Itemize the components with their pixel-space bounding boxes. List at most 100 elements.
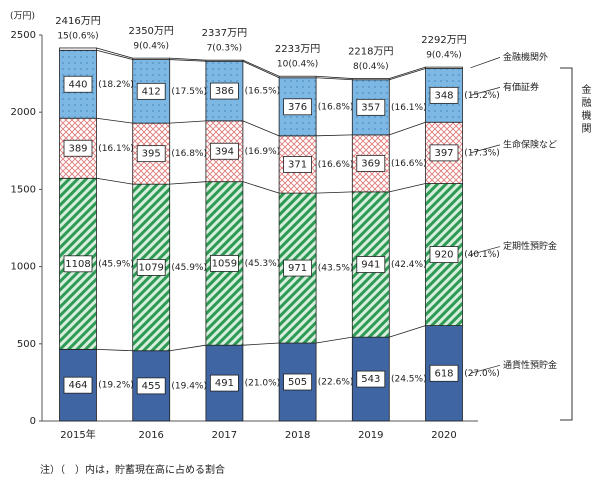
value-label: 455 — [142, 381, 161, 392]
y-tick-label: 1000 — [11, 262, 36, 273]
value-label: 371 — [288, 159, 307, 170]
legend-label: 定期性預貯金 — [503, 240, 557, 252]
y-tick-label: 2000 — [11, 107, 36, 118]
x-tick-label: 2019 — [358, 430, 383, 441]
share-label: (42.4%) — [391, 260, 427, 270]
share-label: (45.9%) — [171, 263, 207, 273]
value-box — [136, 82, 166, 100]
value-label: 412 — [142, 86, 161, 97]
connector — [242, 342, 280, 346]
y-tick-label: 1500 — [11, 184, 36, 195]
bar-segment — [205, 59, 244, 62]
value-box — [209, 82, 239, 100]
value-label: 386 — [215, 86, 234, 97]
value-label: 357 — [361, 102, 380, 113]
connector — [316, 134, 353, 137]
connector — [96, 177, 133, 185]
total-label: 2337万円 — [202, 28, 247, 39]
connector — [169, 120, 206, 124]
value-label: 1079 — [138, 262, 163, 273]
total-label: 2416万円 — [55, 16, 100, 27]
connector — [96, 348, 133, 352]
connector — [169, 57, 206, 61]
share-label: (45.3%) — [245, 259, 281, 269]
connector — [242, 120, 280, 137]
value-label: 376 — [288, 102, 307, 113]
value-label: 8(0.4%) — [353, 62, 389, 72]
value-label: 369 — [361, 158, 380, 169]
value-box — [136, 145, 166, 163]
legend-leader — [470, 364, 501, 374]
connector — [389, 66, 426, 79]
share-label: (16.9%) — [245, 147, 281, 157]
connector — [169, 181, 206, 185]
value-label: 505 — [288, 377, 307, 388]
share-label: (19.4%) — [171, 381, 207, 391]
value-box — [429, 86, 459, 104]
legend-label: 通貨性預貯金 — [503, 359, 557, 371]
share-label: (17.3%) — [464, 148, 500, 158]
value-box — [283, 156, 313, 173]
share-label: (16.8%) — [171, 149, 207, 159]
value-box — [356, 370, 386, 388]
note: 注）（ ）内は，貯蓄現在高に占める割合 — [40, 463, 225, 476]
value-label: 389 — [68, 143, 87, 154]
share-label: (15.2%) — [464, 91, 500, 101]
connector — [242, 59, 280, 77]
share-label: (21.0%) — [245, 379, 281, 389]
value-box — [283, 259, 313, 277]
bar-segment — [351, 78, 390, 81]
connector — [96, 49, 133, 60]
value-box — [356, 154, 386, 172]
y-unit: (万円) — [10, 11, 35, 22]
x-tick-label: 2015年 — [60, 428, 95, 441]
value-label: 618 — [434, 368, 453, 379]
value-label: 394 — [215, 146, 234, 157]
connector — [389, 121, 426, 136]
share-label: (43.5%) — [318, 264, 354, 274]
value-label: 9(0.4%) — [133, 42, 169, 52]
value-box — [429, 144, 459, 162]
value-label: 941 — [361, 260, 380, 271]
legend-leader — [470, 246, 501, 255]
x-tick-label: 2017 — [212, 430, 237, 441]
connector — [389, 325, 426, 338]
value-box — [356, 256, 386, 273]
connector — [169, 59, 206, 62]
value-box — [63, 139, 93, 157]
share-label: (45.9%) — [98, 259, 134, 269]
value-box — [63, 376, 93, 394]
bar-segment — [132, 57, 171, 60]
value-label: 9(0.4%) — [426, 51, 462, 61]
value-label: 1059 — [212, 258, 237, 269]
legend-label: 有価証券 — [503, 81, 539, 93]
connector — [389, 183, 426, 193]
value-label: 920 — [434, 250, 453, 261]
total-label: 2350万円 — [128, 26, 173, 37]
legend-label: 金融機関外 — [503, 51, 548, 63]
y-tick-label: 500 — [17, 339, 36, 350]
share-label: (16.1%) — [98, 144, 134, 154]
value-box — [356, 98, 386, 116]
bar-segment — [59, 47, 97, 51]
bracket — [560, 67, 573, 421]
total-label: 2218万円 — [348, 47, 393, 58]
value-box — [136, 259, 166, 276]
x-tick-label: 2018 — [285, 430, 310, 441]
legend-label: 生命保険など — [503, 138, 557, 150]
bracket-label: 金融機関 — [579, 83, 591, 136]
share-label: (19.2%) — [98, 381, 134, 391]
value-label: 464 — [68, 380, 87, 391]
x-tick-label: 2020 — [431, 430, 456, 441]
share-label: (40.1%) — [464, 250, 500, 260]
value-label: 7(0.3%) — [207, 44, 243, 54]
bar-segment — [425, 66, 463, 69]
y-tick-label: 2500 — [11, 30, 36, 41]
share-label: (27.0%) — [464, 369, 500, 379]
share-label: (18.2%) — [98, 80, 134, 90]
share-label: (24.5%) — [391, 375, 427, 385]
value-box — [209, 255, 239, 272]
connector — [242, 181, 280, 194]
value-label: 397 — [434, 148, 453, 159]
